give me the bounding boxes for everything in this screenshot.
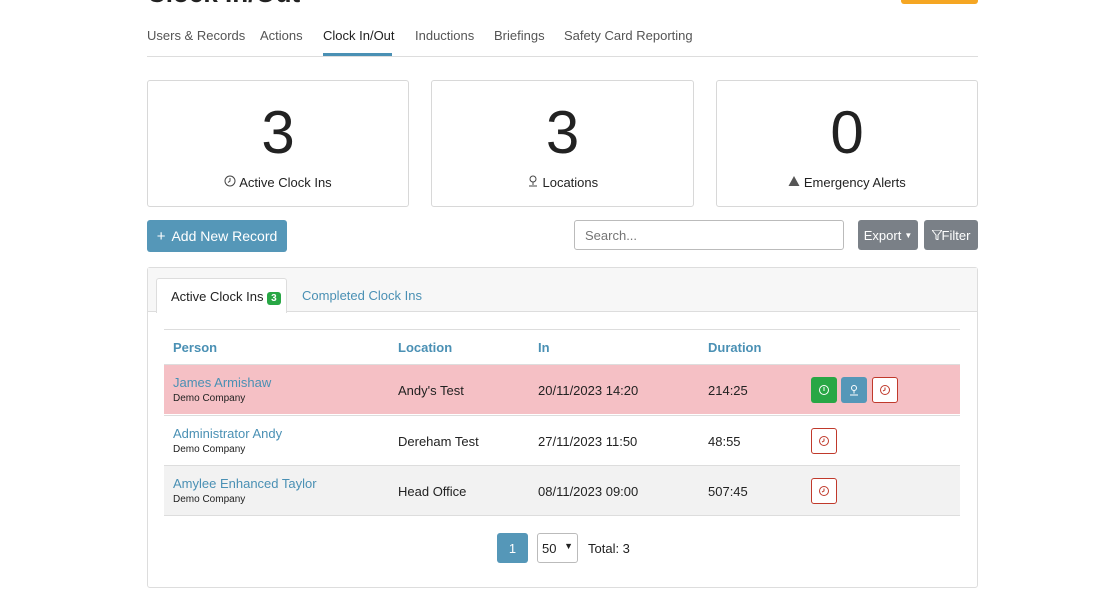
table-row: James Armishaw Demo Company Andy's Test 20/…: [164, 364, 960, 414]
stat-label-wrap: Active Clock Ins: [148, 175, 408, 190]
table-row: Amylee Enhanced Taylor Demo Company Head O…: [164, 465, 960, 515]
page-size-select[interactable]: 50 ▼: [537, 533, 578, 563]
column-header: Duration: [708, 340, 762, 355]
column-header: In: [538, 340, 550, 355]
panel: Active Clock Ins 3 Completed Clock Ins: [147, 267, 978, 588]
clock-in-time: 27/11/2023 11:50: [538, 433, 638, 449]
active-underline: [323, 53, 392, 56]
stat-value: 3: [545, 99, 580, 166]
total: Total: 3: [588, 541, 630, 556]
page-size: 50: [542, 541, 557, 556]
clock-in-time: 08/11/2023 09:00: [538, 484, 639, 499]
stat-label: Emergency Alerts: [803, 175, 906, 190]
clock-out-button[interactable]: [872, 377, 898, 403]
clock-in-time: 20/11/2023 14:20: [538, 383, 639, 398]
company: Demo Company: [173, 494, 246, 505]
company: Demo Company: [173, 443, 246, 455]
stat-label-wrap: Emergency Alerts: [717, 175, 977, 190]
divider: [147, 56, 978, 57]
location-button[interactable]: [841, 377, 867, 403]
page-button[interactable]: 1: [497, 533, 528, 563]
stat-card: 0 Emergency Alerts: [716, 80, 978, 207]
page-title: Clock In/Out: [147, 0, 300, 9]
nav-tab-active[interactable]: Clock In/Out: [323, 28, 395, 43]
filter-label: Filter: [941, 227, 971, 243]
stat-value: 0: [830, 99, 864, 166]
table-bottom: [164, 515, 960, 516]
nav-tab[interactable]: Actions: [260, 28, 303, 43]
location: Dereham Test: [398, 433, 479, 449]
person-link[interactable]: James Armishaw: [173, 375, 272, 390]
duration: 48:55: [708, 433, 741, 449]
panel-tab-label: Active Clock Ins: [171, 289, 264, 304]
nav-tab[interactable]: Inductions: [415, 28, 475, 43]
clock-in-button[interactable]: [811, 377, 837, 403]
table-row: Administrator Andy Demo Company Dereham Te…: [164, 414, 960, 465]
location: Head Office: [398, 484, 467, 499]
person-link[interactable]: Amylee Enhanced Taylor: [173, 476, 317, 491]
stat-card: 3 Active Clock Ins: [147, 80, 409, 207]
filter-button[interactable]: Filter: [924, 220, 978, 250]
nav-tab[interactable]: Users & Records: [147, 28, 246, 43]
stat-label: Locations: [542, 175, 599, 190]
person-link[interactable]: Administrator Andy: [173, 425, 283, 441]
warning-icon: [788, 176, 800, 186]
add-button[interactable]: + Add New Record: [147, 220, 287, 252]
panel-tab-active[interactable]: Active Clock Ins 3: [156, 278, 287, 313]
filter-icon: [931, 230, 942, 240]
export-button[interactable]: Export ▼: [858, 220, 918, 250]
panel-tab[interactable]: Completed Clock Ins: [302, 288, 422, 303]
clock-icon: [224, 175, 236, 187]
pin-icon: [528, 175, 537, 187]
badge: 3: [267, 292, 281, 305]
search-input[interactable]: [574, 220, 844, 250]
stat-label-wrap: Locations: [432, 175, 693, 190]
company: Demo Company: [173, 393, 246, 404]
clock-out-button[interactable]: [811, 478, 837, 504]
clock-out-button[interactable]: [811, 427, 837, 454]
duration: 507:45: [708, 484, 748, 499]
location: Andy's Test: [398, 383, 464, 398]
column-header: Person: [173, 340, 218, 355]
column-header: Location: [398, 340, 453, 355]
table-top: [164, 329, 960, 330]
nav-tab[interactable]: Safety Card Reporting: [564, 28, 693, 43]
stat-label: Active Clock Ins: [239, 175, 332, 190]
nav-tab[interactable]: Briefings: [494, 28, 545, 43]
add-button-label: Add New Record: [171, 228, 278, 244]
stat-value: 3: [261, 99, 295, 166]
top-button[interactable]: [901, 0, 978, 4]
stat-card: 3 Locations: [431, 80, 694, 207]
duration: 214:25: [708, 383, 748, 398]
export-label: Export: [863, 227, 902, 243]
